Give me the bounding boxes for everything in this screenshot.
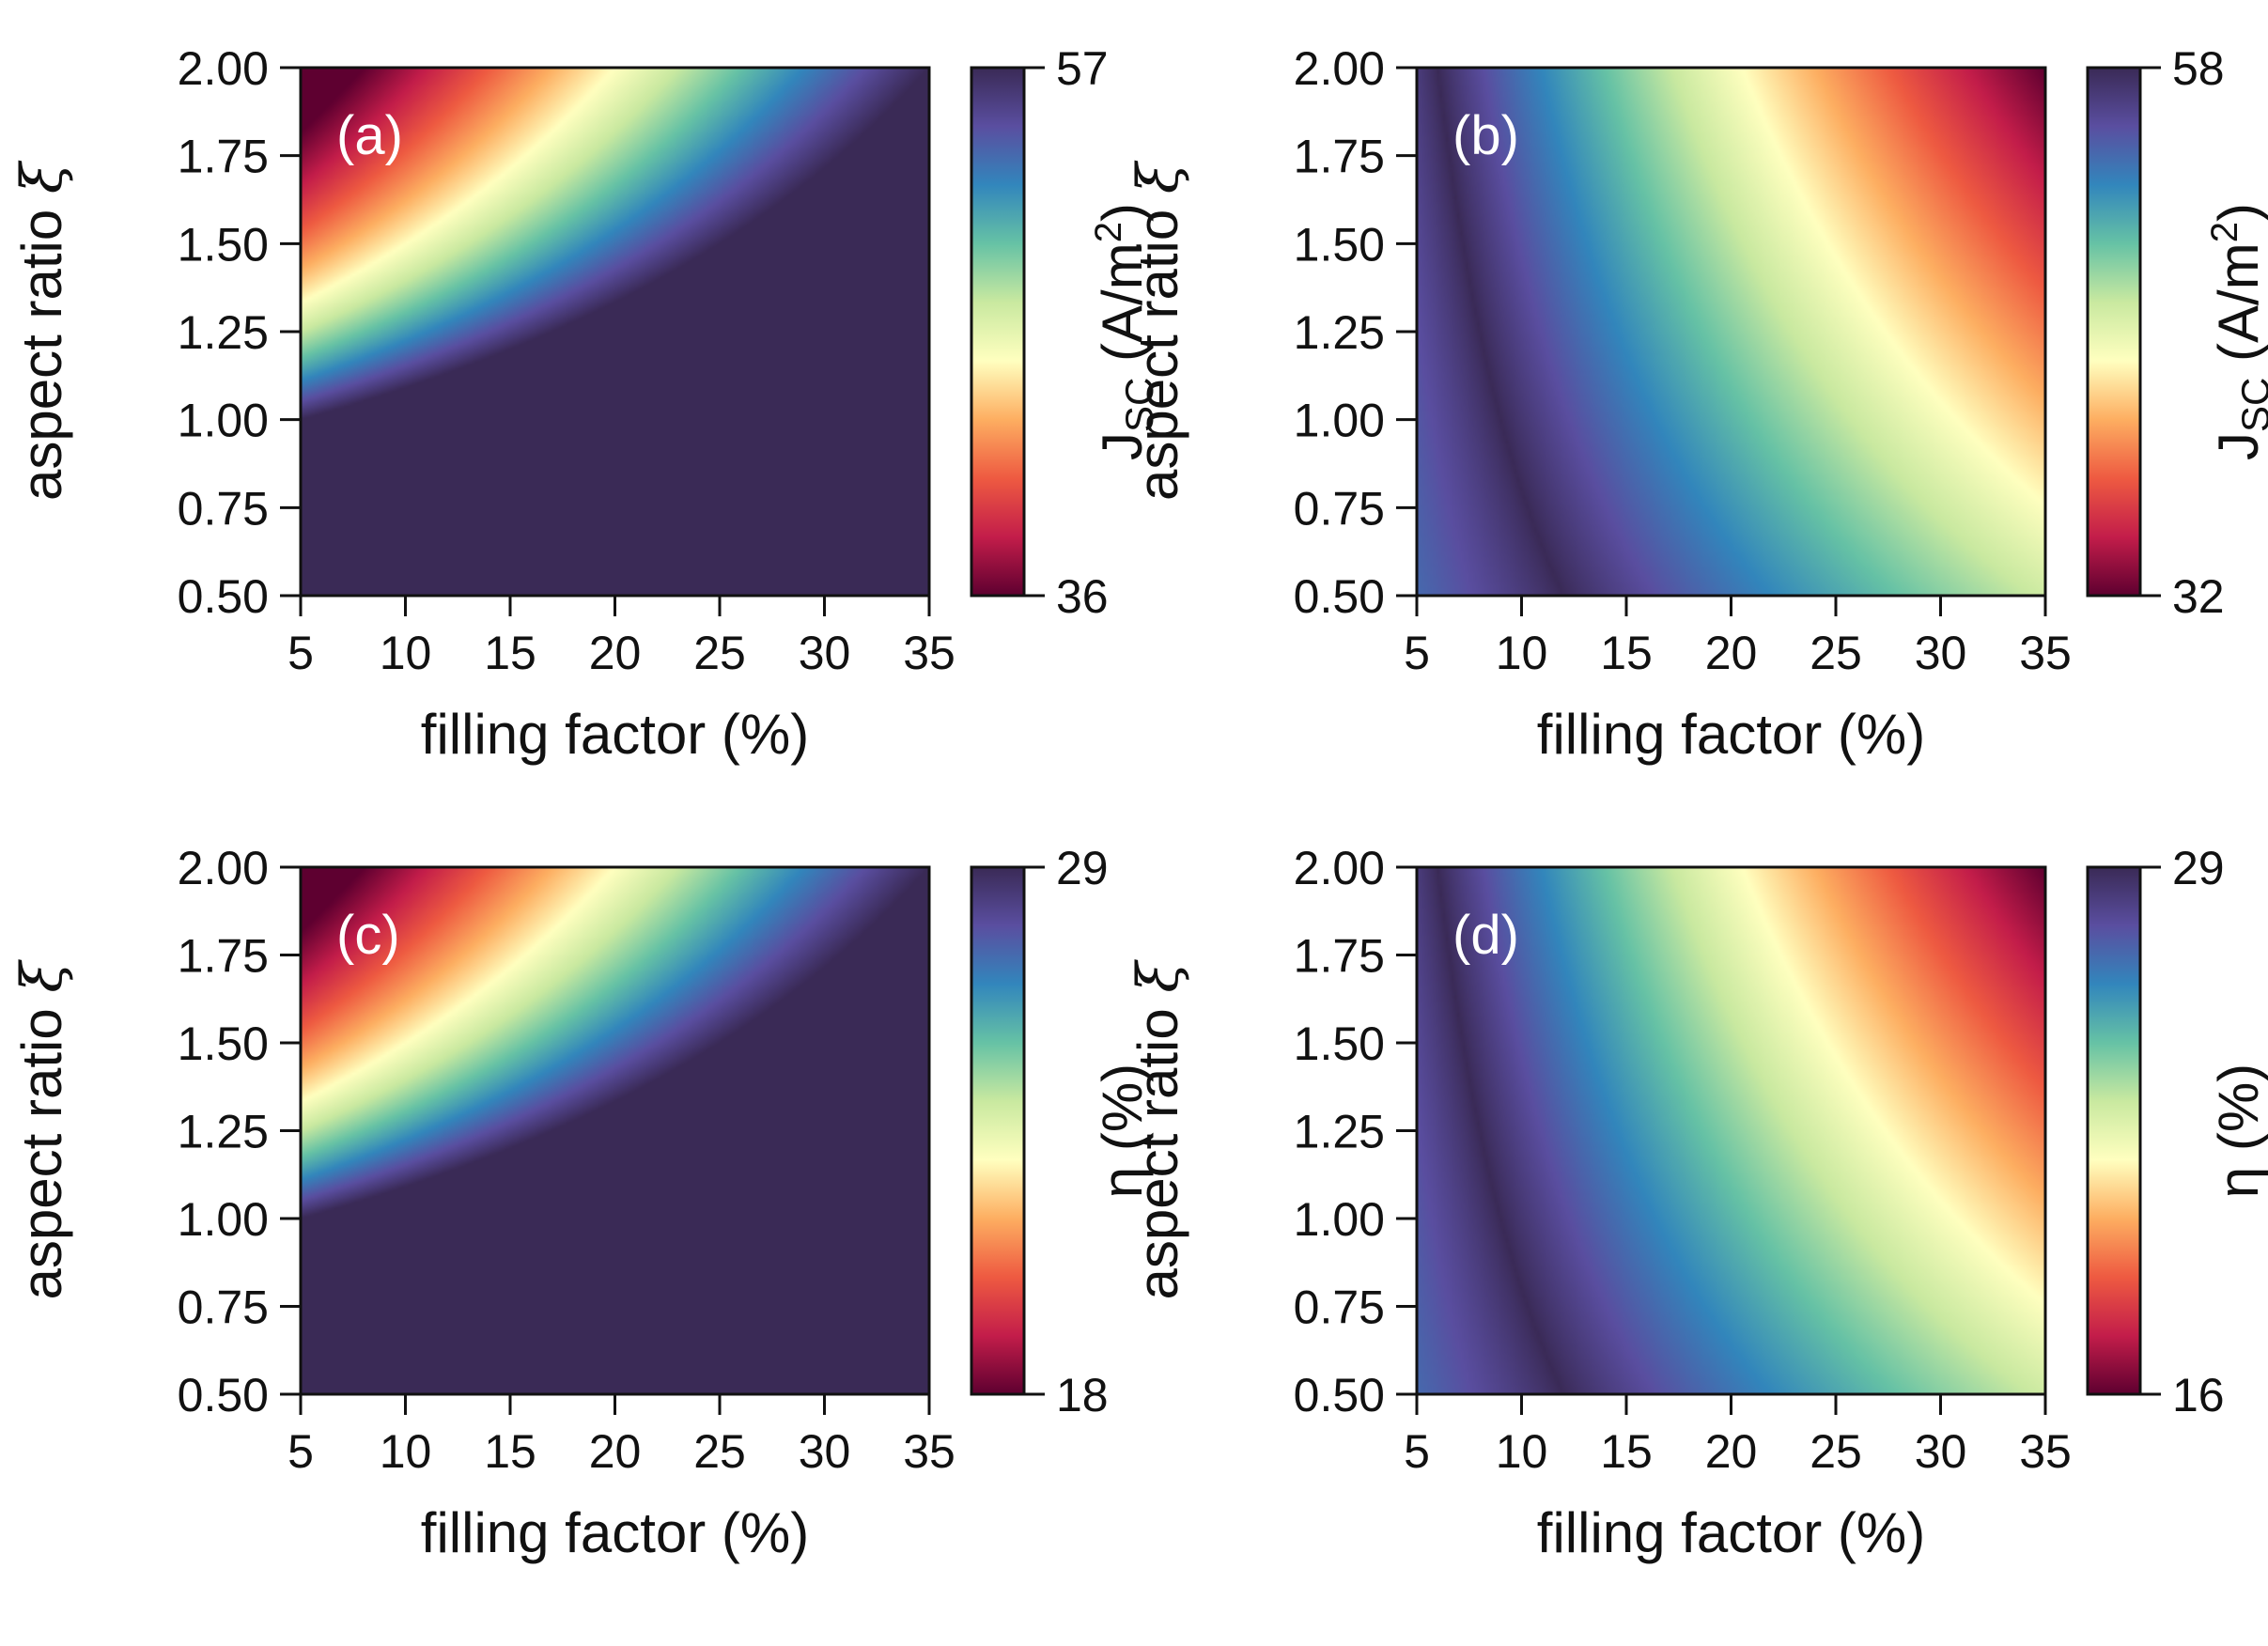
y-tick-label: 1.75 xyxy=(1294,131,1385,183)
y-tick-label: 1.50 xyxy=(1294,218,1385,271)
y-tick-label: 1.75 xyxy=(178,131,269,183)
y-axis-title: aspect ratio ξ xyxy=(1126,959,1191,1300)
y-tick-label: 1.25 xyxy=(1294,1106,1385,1158)
x-tick-label: 5 xyxy=(1404,1425,1430,1478)
colorbar-title: JSC (A/m2) xyxy=(2204,203,2268,460)
y-tick-label: 0.75 xyxy=(1294,482,1385,535)
x-tick-label: 30 xyxy=(1915,1425,1967,1478)
x-tick-label: 30 xyxy=(799,627,851,679)
colorbar-max-label: 29 xyxy=(1056,842,1109,894)
y-tick-label: 1.25 xyxy=(178,306,269,359)
y-tick-label: 1.00 xyxy=(178,1193,269,1246)
y-tick-label: 1.50 xyxy=(178,218,269,271)
y-tick-label: 0.75 xyxy=(1294,1281,1385,1334)
y-tick-label: 1.50 xyxy=(1294,1017,1385,1070)
colorbar xyxy=(2086,865,2142,1396)
panel-c: 5 10 15 20 25 30 35 0.50 0.75 1.00 1.25 1.50 1.75 2.0… xyxy=(9,842,1154,1564)
y-axis-title: aspect ratio ξ xyxy=(9,160,75,501)
x-tick-label: 15 xyxy=(484,627,536,679)
colorbar-min-label: 36 xyxy=(1056,570,1109,623)
colorbar-title: JSC (A/m2) xyxy=(1088,203,1161,460)
panel-d: 5 10 15 20 25 30 35 0.50 0.75 1.00 1.25 1.50 1.75 2.0… xyxy=(1126,842,2268,1564)
x-tick-label: 10 xyxy=(380,1425,432,1478)
x-tick-label: 20 xyxy=(1705,1425,1758,1478)
x-tick-label: 5 xyxy=(287,627,314,679)
y-tick-label: 1.50 xyxy=(178,1017,269,1070)
x-tick-label: 5 xyxy=(1404,627,1430,679)
x-tick-label: 35 xyxy=(903,627,955,679)
colorbar-max-label: 29 xyxy=(2172,842,2225,894)
panel-label: (a) xyxy=(336,105,403,166)
panel-label: (b) xyxy=(1452,105,1519,166)
y-tick-label: 1.75 xyxy=(178,930,269,983)
colorbar-min-label: 16 xyxy=(2172,1369,2225,1421)
y-tick-label: 1.00 xyxy=(1294,1193,1385,1246)
x-axis-title: filling factor (%) xyxy=(421,703,809,766)
colorbar xyxy=(970,66,1026,598)
colorbar-min-label: 18 xyxy=(1056,1369,1109,1421)
y-tick-label: 0.50 xyxy=(178,570,269,623)
y-tick-label: 1.00 xyxy=(1294,395,1385,447)
y-tick-label: 2.00 xyxy=(178,42,269,95)
colorbar-min-label: 32 xyxy=(2172,570,2225,623)
y-tick-label: 1.00 xyxy=(178,395,269,447)
y-tick-label: 1.25 xyxy=(178,1106,269,1158)
panel-a: 5 10 15 20 25 30 35 0.50 0.75 1.00 1.25 1.50 1.75 2.0… xyxy=(9,42,1161,766)
colorbar xyxy=(970,865,1026,1396)
x-tick-label: 20 xyxy=(589,627,642,679)
heatmap-raster xyxy=(1417,867,2045,1394)
x-tick-label: 10 xyxy=(380,627,432,679)
x-tick-label: 30 xyxy=(799,1425,851,1478)
x-tick-label: 20 xyxy=(1705,627,1758,679)
x-axis-title: filling factor (%) xyxy=(1537,703,1925,766)
y-tick-label: 1.75 xyxy=(1294,930,1385,983)
y-axis-title: aspect ratio ξ xyxy=(1126,160,1191,501)
colorbar-max-label: 58 xyxy=(2172,42,2225,95)
colorbar-title: η (%) xyxy=(2207,1064,2268,1198)
x-tick-label: 15 xyxy=(1600,1425,1653,1478)
panel-b: 5 10 15 20 25 30 35 0.50 0.75 1.00 1.25 1.50 1.75 2.0… xyxy=(1126,42,2268,766)
x-tick-label: 10 xyxy=(1496,627,1548,679)
panel-label: (c) xyxy=(336,905,400,966)
x-axis-title: filling factor (%) xyxy=(421,1501,809,1564)
y-tick-label: 0.75 xyxy=(178,1281,269,1334)
x-tick-label: 35 xyxy=(2019,1425,2072,1478)
x-tick-label: 15 xyxy=(484,1425,536,1478)
y-tick-label: 0.50 xyxy=(178,1369,269,1421)
x-tick-label: 35 xyxy=(903,1425,955,1478)
colorbar xyxy=(2086,66,2142,598)
x-tick-label: 15 xyxy=(1600,627,1653,679)
x-tick-label: 25 xyxy=(1810,1425,1862,1478)
colorbar-max-label: 57 xyxy=(1056,42,1109,95)
y-tick-label: 1.25 xyxy=(1294,306,1385,359)
x-tick-label: 30 xyxy=(1915,627,1967,679)
x-tick-label: 25 xyxy=(1810,627,1862,679)
panel-label: (d) xyxy=(1452,905,1519,966)
y-tick-label: 0.75 xyxy=(178,482,269,535)
heatmap-raster xyxy=(1417,68,2045,596)
x-tick-label: 5 xyxy=(287,1425,314,1478)
y-tick-label: 2.00 xyxy=(178,842,269,894)
heatmap-raster xyxy=(301,68,929,596)
colorbar-title: η (%) xyxy=(1091,1064,1154,1198)
y-tick-label: 2.00 xyxy=(1294,42,1385,95)
y-tick-label: 0.50 xyxy=(1294,570,1385,623)
x-tick-label: 25 xyxy=(693,1425,746,1478)
y-axis-title: aspect ratio ξ xyxy=(9,959,75,1300)
y-tick-label: 0.50 xyxy=(1294,1369,1385,1421)
heatmap-raster xyxy=(301,867,929,1394)
x-axis-title: filling factor (%) xyxy=(1537,1501,1925,1564)
x-tick-label: 25 xyxy=(693,627,746,679)
x-tick-label: 35 xyxy=(2019,627,2072,679)
y-tick-label: 2.00 xyxy=(1294,842,1385,894)
x-tick-label: 20 xyxy=(589,1425,642,1478)
x-tick-label: 10 xyxy=(1496,1425,1548,1478)
